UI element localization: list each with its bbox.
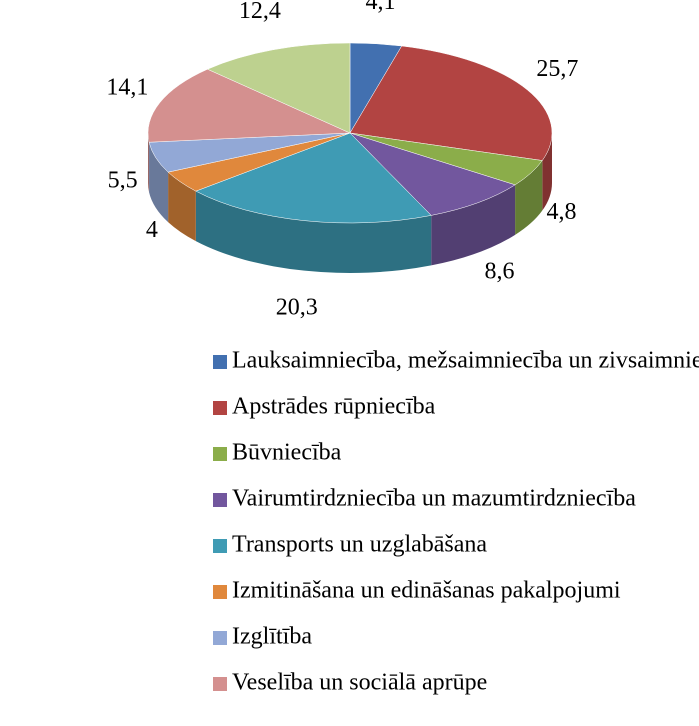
- slice-side: [168, 172, 196, 242]
- data-label: 14,1: [106, 75, 148, 101]
- legend-label: Vairumtirdzniecība un mazumtirdzniecība: [232, 486, 636, 512]
- legend-swatch: [213, 539, 227, 553]
- legend-swatch: [213, 355, 227, 369]
- legend-label: Izmitināšana un edināšanas pakalpojumi: [232, 578, 621, 604]
- legend-label: Lauksaimniecība, mežsaimniecība un zivsa…: [232, 348, 699, 374]
- legend-label: Apstrādes rūpniecība: [232, 394, 436, 420]
- legend-label: Veselība un sociālā aprūpe: [232, 670, 487, 696]
- legend-swatch: [213, 631, 227, 645]
- data-label: 8,6: [485, 258, 515, 284]
- slice-side: [148, 133, 150, 193]
- data-label: 5,5: [108, 168, 138, 194]
- legend-label: Transports un uzglabāšana: [232, 532, 487, 558]
- data-label: 4,1: [366, 0, 396, 15]
- legend-swatch: [213, 447, 227, 461]
- legend-swatch: [213, 493, 227, 507]
- slice: [206, 42, 351, 134]
- data-label: 12,4: [239, 0, 281, 24]
- slice-side: [515, 160, 543, 235]
- data-label: 4: [146, 217, 158, 243]
- slice: [349, 45, 553, 161]
- slice-side: [195, 191, 432, 274]
- slice: [147, 68, 351, 143]
- slice-side: [431, 184, 516, 266]
- slice-side: [542, 133, 552, 211]
- slice-side: [149, 142, 169, 223]
- legend-swatch: [213, 401, 227, 415]
- legend-label: Izglītība: [232, 624, 312, 650]
- data-label: 25,7: [536, 56, 578, 82]
- legend-swatch: [213, 677, 227, 691]
- data-label: 20,3: [276, 294, 318, 320]
- slice: [349, 132, 516, 216]
- legend-swatch: [213, 585, 227, 599]
- legend-label: Būvniecība: [232, 440, 342, 466]
- data-label: 4,8: [547, 199, 577, 225]
- slice: [195, 132, 432, 224]
